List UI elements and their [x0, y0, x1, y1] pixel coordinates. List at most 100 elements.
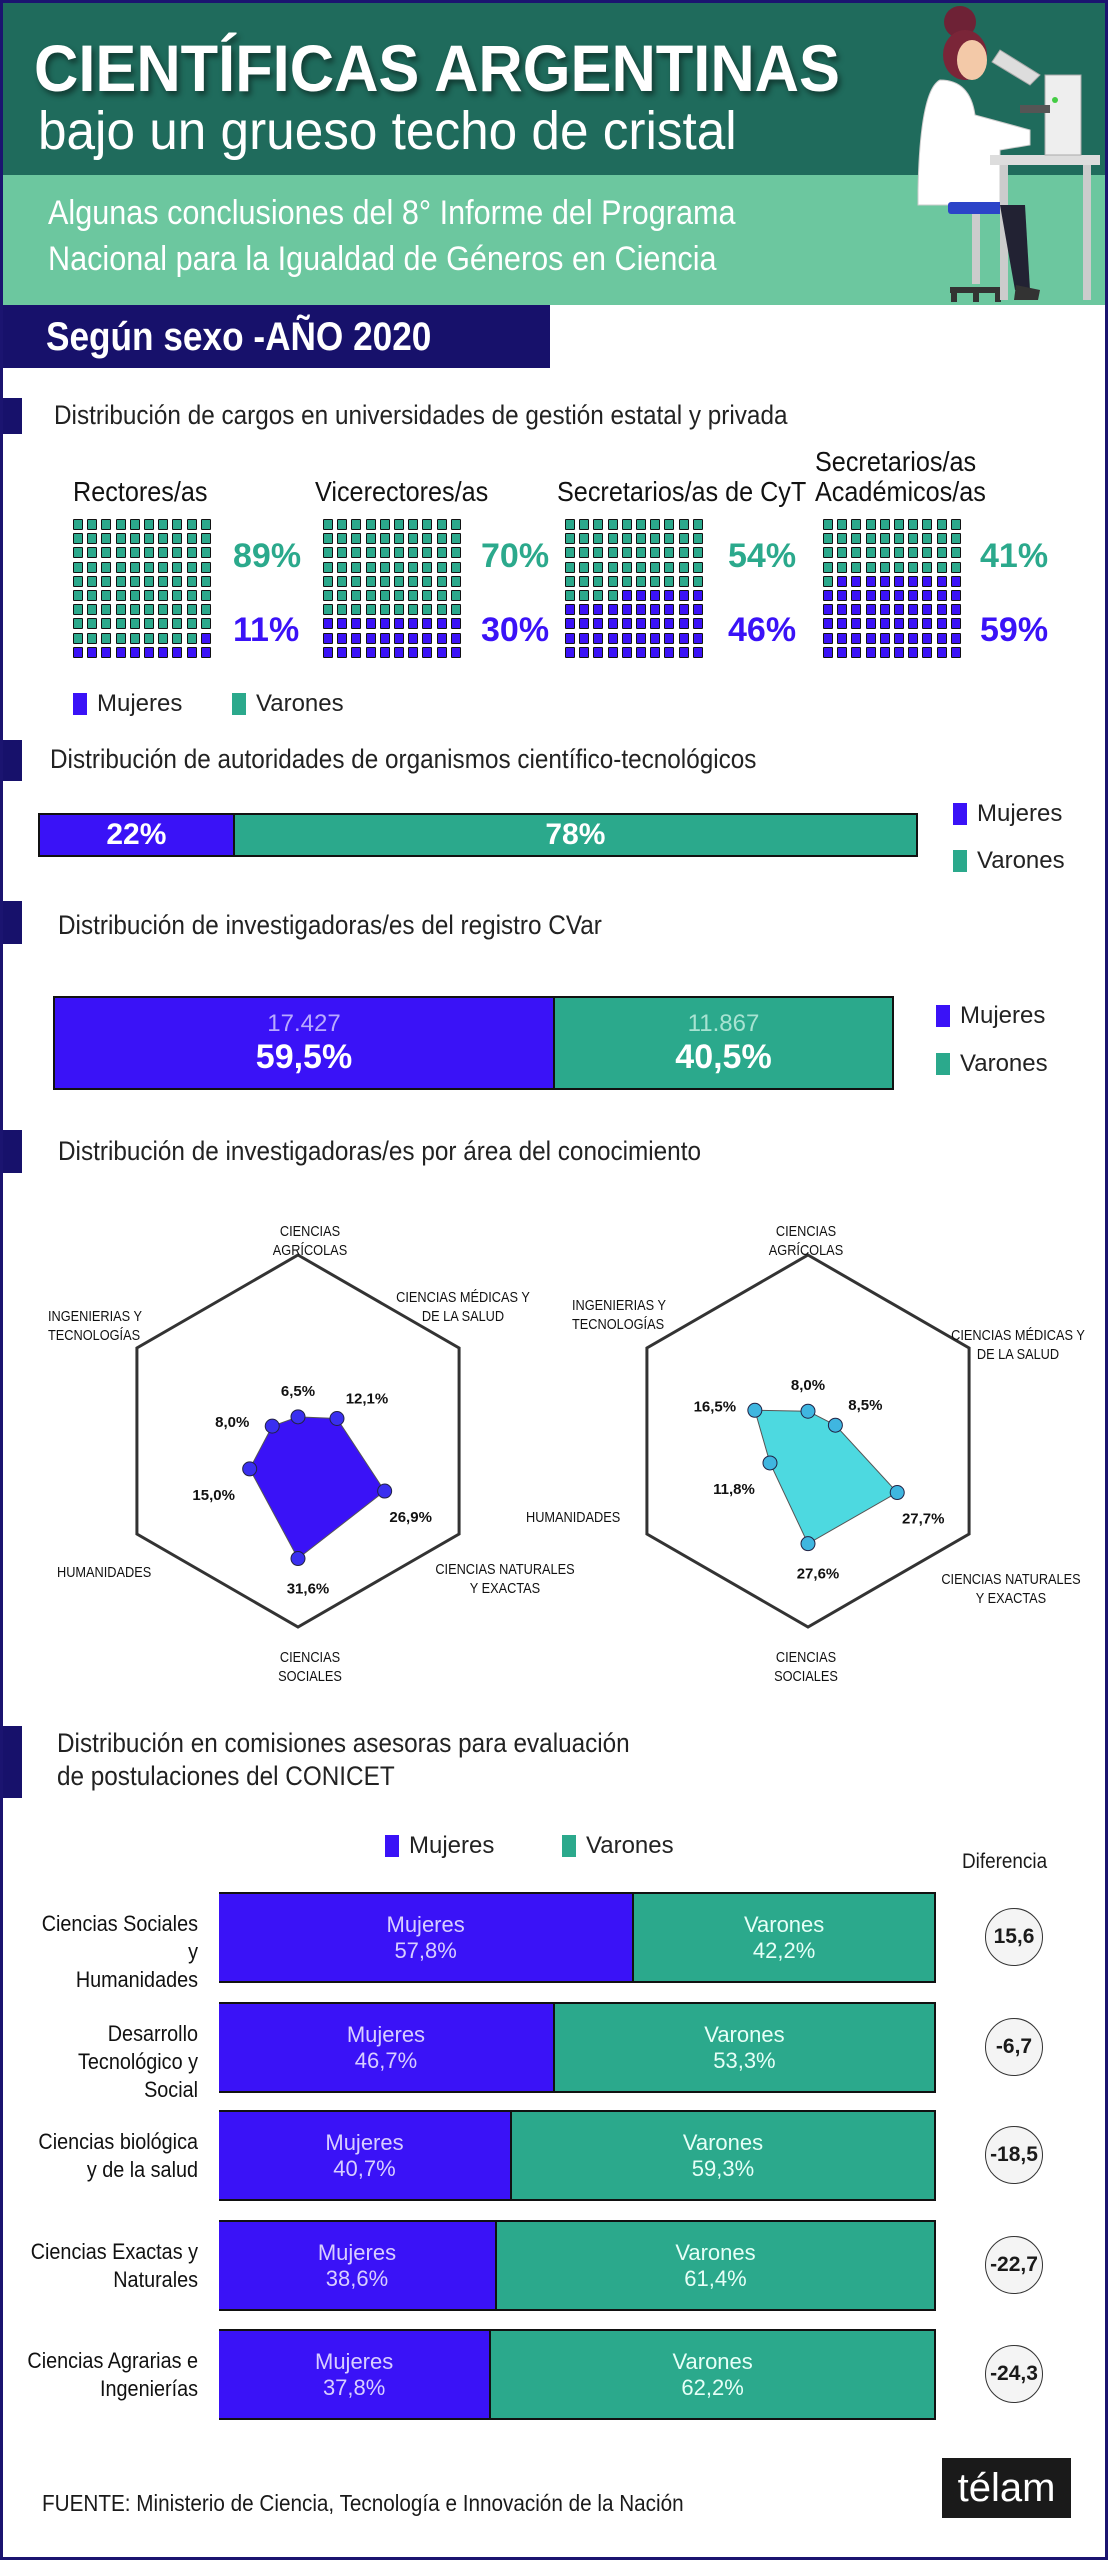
waffle-cell: [158, 590, 169, 601]
conicet-bar: Mujeres 40,7% Varones 59,3%: [219, 2110, 936, 2201]
waffle-cell: [73, 632, 83, 644]
waffle-cell: [87, 575, 98, 587]
waffle-cell: [379, 632, 390, 644]
waffle-cell: [172, 547, 183, 559]
waffle-cell: [144, 519, 154, 530]
waffle-cell: [879, 519, 890, 530]
waffle-cell: [936, 547, 947, 559]
legend-label: Mujeres: [960, 1002, 1046, 1029]
waffle-cell: [101, 632, 112, 644]
waffle-cell: [565, 533, 575, 545]
waffle-cell: [865, 632, 876, 644]
waffle-cell: [922, 632, 933, 644]
waffle-cell: [172, 561, 183, 573]
waffle-cell: [87, 646, 98, 658]
radar-axis-label-line: DE LA SALUD: [976, 1346, 1060, 1363]
intro-line-1: Algunas conclusiones del 8° Informe del …: [48, 194, 736, 232]
waffle-cell: [115, 590, 126, 601]
waffle-cell: [879, 575, 890, 587]
waffle-cell: [450, 575, 461, 587]
waffle-cell: [365, 533, 376, 545]
waffle-cell: [408, 547, 419, 559]
diferencia-header: Diferencia: [962, 1850, 1048, 1873]
waffle-cell: [579, 618, 590, 630]
section-marker: [0, 740, 22, 781]
radar-axis-label-line: CIENCIAS: [279, 1649, 341, 1666]
waffle-cell: [692, 590, 703, 601]
waffle-cell: [365, 646, 376, 658]
waffle-cell: [379, 646, 390, 658]
waffle-cell: [936, 632, 947, 644]
waffle-pct-mujeres: 46%: [728, 611, 797, 649]
bar-count: 11.867: [687, 1009, 760, 1037]
bar-segment-name: Mujeres: [315, 2348, 394, 2374]
waffle-category-label: Rectores/as: [73, 476, 208, 507]
waffle-cell: [422, 533, 433, 545]
bar-segment-value: 37,8%: [322, 2374, 386, 2400]
difference-badge: -24,3: [985, 2345, 1043, 2403]
waffle-cell: [908, 604, 919, 616]
waffle-cell: [408, 533, 419, 545]
waffle-cell: [593, 646, 604, 658]
waffle-cell: [692, 519, 703, 530]
waffle-cell: [922, 547, 933, 559]
waffle-cell: [186, 561, 197, 573]
bar-segment-name: Mujeres: [346, 2021, 426, 2047]
waffle-cell: [73, 575, 83, 587]
waffle-cell: [408, 632, 419, 644]
radar-value-label: 15,0%: [192, 1487, 235, 1504]
waffle-cell: [865, 590, 876, 601]
waffle-cell: [607, 646, 618, 658]
waffle-cell: [621, 590, 632, 601]
bar-segment-varones: Varones 53,3%: [552, 2004, 934, 2091]
waffle-cell: [837, 646, 848, 658]
waffle-cell: [323, 618, 333, 630]
waffle-cell: [365, 618, 376, 630]
radar-axis-label: CIENCIAS MÉDICAS Y DE LA SALUD: [933, 1326, 1103, 1364]
bar-segment-mujeres: Mujeres 37,8%: [219, 2331, 490, 2418]
waffle-cell: [144, 618, 154, 630]
waffle-cell: [565, 519, 575, 530]
waffle-cell: [664, 646, 675, 658]
waffle-cell: [950, 590, 961, 601]
legend-swatch-mujeres: [73, 693, 87, 715]
radar-point: [800, 1403, 816, 1419]
intro-line-2: Nacional para la Igualdad de Géneros en …: [48, 240, 717, 278]
waffle-cell: [908, 632, 919, 644]
radar-axis-label-line: Y EXACTAS: [469, 1580, 541, 1597]
waffle-cell: [894, 632, 904, 644]
waffle-cell: [101, 618, 112, 630]
row-label-line: Tecnológico y Social: [78, 2049, 198, 2102]
waffle-cell: [936, 533, 947, 545]
waffle-cell: [692, 646, 703, 658]
legend-label: Varones: [256, 690, 344, 717]
waffle-cell: [851, 561, 862, 573]
waffle-cell: [894, 575, 904, 587]
waffle-cell: [823, 519, 833, 530]
waffle-cell: [636, 547, 646, 559]
waffle-cell: [87, 618, 98, 630]
waffle-cell: [823, 533, 833, 545]
waffle-cell: [186, 604, 197, 616]
waffle-cell: [894, 561, 904, 573]
waffle-cell: [436, 547, 447, 559]
source-note: FUENTE: Ministerio de Ciencia, Tecnologí…: [42, 2490, 684, 2516]
radar-axis-label: CIENCIAS MÉDICAS Y DE LA SALUD: [378, 1288, 548, 1326]
waffle-cell: [379, 604, 390, 616]
waffle-cell: [158, 618, 169, 630]
bar-segment-value: 59,3%: [691, 2155, 755, 2181]
waffle-cell: [851, 604, 862, 616]
waffle-cell: [579, 646, 590, 658]
waffle-cell: [337, 604, 348, 616]
waffle-cell: [200, 604, 211, 616]
waffle-cell: [422, 547, 433, 559]
waffle-cell: [593, 590, 604, 601]
bar-segment-value: 38,6%: [325, 2265, 389, 2291]
waffle-cell: [650, 646, 661, 658]
waffle-cell: [950, 533, 961, 545]
waffle-cell: [186, 632, 197, 644]
waffle-cell: [607, 533, 618, 545]
waffle-cell: [450, 533, 461, 545]
waffle-cell: [650, 547, 661, 559]
waffle-cell: [186, 519, 197, 530]
